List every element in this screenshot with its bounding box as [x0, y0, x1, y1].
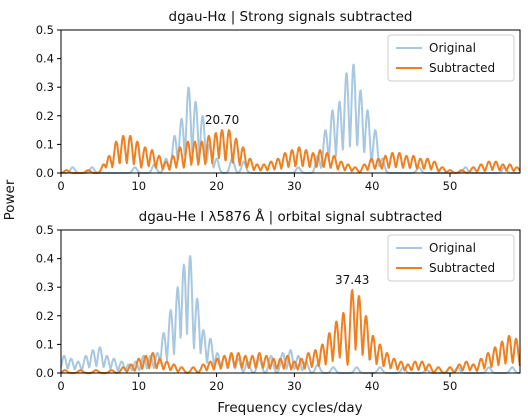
legend-label-subtracted-2: Subtracted: [429, 261, 495, 275]
peak-annotation-2: 37.43: [335, 273, 369, 287]
x-tick-label-1-30: 30: [287, 179, 302, 193]
x-tick-label-1-20: 20: [209, 179, 224, 193]
y-tick-label-2-0.4: 0.4: [36, 252, 54, 266]
legend-label-original-2: Original: [429, 241, 476, 255]
x-tick-label-1-10: 10: [131, 179, 146, 193]
x-tick-label-2-0: 0: [57, 379, 64, 393]
y-tick-label-2-0.5: 0.5: [36, 223, 54, 237]
chart-title-1: dgau-Hα | Strong signals subtracted: [169, 9, 413, 25]
y-tick-label-1-0.2: 0.2: [36, 109, 54, 123]
series-line-subtracted-1: [60, 129, 521, 174]
x-tick-label-2-30: 30: [287, 379, 302, 393]
legend-box-1: [387, 34, 515, 82]
y-tick-label-2-0.1: 0.1: [36, 337, 54, 351]
y-tick-label-1-0.3: 0.3: [36, 80, 54, 94]
x-tick-label-1-50: 50: [443, 179, 458, 193]
y-tick-label-1-0.5: 0.5: [36, 23, 54, 37]
y-tick-label-1-0.0: 0.0: [36, 166, 54, 180]
legend-label-subtracted-1: Subtracted: [429, 61, 495, 75]
y-tick-label-2-0.2: 0.2: [36, 309, 54, 323]
y-tick-label-2-0.3: 0.3: [36, 280, 54, 294]
legend-box-2: [387, 234, 515, 282]
x-tick-label-2-40: 40: [365, 379, 380, 393]
plot-frame-1: [60, 29, 521, 174]
series-line-subtracted-2: [60, 289, 521, 374]
y-tick-label-1-0.4: 0.4: [36, 52, 54, 66]
x-tick-label-2-50: 50: [443, 379, 458, 393]
peak-annotation-1: 20.70: [205, 113, 239, 127]
y-tick-label-1-0.1: 0.1: [36, 137, 54, 151]
y-axis-label: Power: [2, 179, 18, 220]
x-tick-label-1-0: 0: [57, 179, 64, 193]
chart-title-2: dgau-He I λ5876 Å | orbital signal subtr…: [139, 208, 443, 225]
x-tick-label-2-20: 20: [209, 379, 224, 393]
plot-frame-2: [60, 229, 521, 374]
y-tick-label-2-0.0: 0.0: [36, 366, 54, 380]
x-tick-label-2-10: 10: [131, 379, 146, 393]
x-axis-label: Frequency cycles/day: [217, 400, 362, 416]
legend-label-original-1: Original: [429, 41, 476, 55]
x-tick-label-1-40: 40: [365, 179, 380, 193]
